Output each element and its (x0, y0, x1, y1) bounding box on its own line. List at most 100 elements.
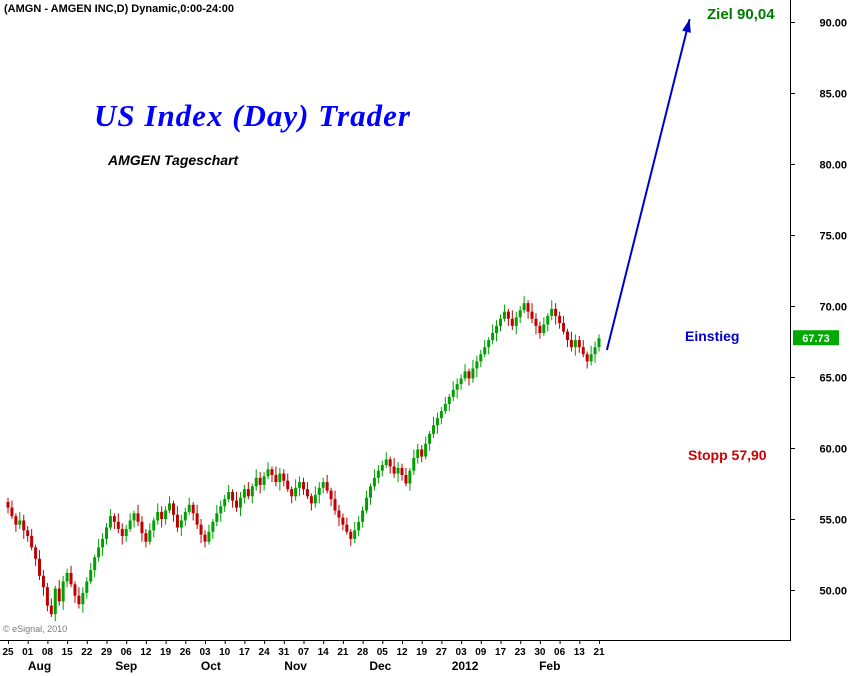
candle-body (396, 467, 400, 474)
candle-body (573, 340, 577, 348)
candle-body (459, 378, 463, 385)
candle-body (219, 506, 223, 514)
candle-body (89, 570, 93, 582)
candle-body (309, 496, 313, 504)
y-axis-label: 75.00 (819, 231, 847, 243)
x-axis-month-label: Dec (369, 659, 391, 673)
candle-body (49, 605, 53, 615)
candle-body (152, 520, 156, 531)
candle-body (211, 521, 215, 532)
candle-body (278, 473, 282, 483)
candle-body (455, 384, 459, 390)
candle-body (191, 504, 195, 514)
last-price-badge: 67.73 (793, 330, 839, 346)
candle-body (593, 347, 597, 355)
x-axis-date-label: 21 (593, 647, 605, 658)
candle-body (101, 538, 105, 548)
candle-body (569, 340, 573, 348)
entry-annotation: Einstieg (685, 328, 740, 344)
candle-body (376, 470, 380, 478)
candle-body (581, 347, 585, 355)
candle-body (506, 311, 510, 319)
candle-body (321, 482, 325, 488)
candle-body (302, 482, 305, 490)
candle-body (231, 492, 235, 501)
candle-body (112, 516, 116, 522)
x-axis-date-label: 21 (337, 647, 349, 658)
candle-body (227, 492, 231, 500)
x-axis-month-label: 2012 (452, 659, 479, 673)
x-axis-month-label: Nov (284, 659, 307, 673)
candle-body (435, 418, 439, 426)
candle-body (195, 513, 199, 525)
x-axis-date-label: 12 (140, 647, 152, 658)
x-axis-date-label: 26 (180, 647, 192, 658)
x-axis-date-label: 13 (574, 647, 586, 658)
candle-body (365, 497, 369, 511)
candle-body (392, 466, 396, 474)
candle-body (565, 331, 569, 341)
candle-body (183, 511, 187, 521)
candle-body (546, 315, 550, 325)
candle-body (242, 489, 246, 498)
candle-body (238, 497, 242, 508)
x-axis-date-label: 08 (42, 647, 54, 658)
candle-body (313, 494, 317, 504)
y-axis-label: 55.00 (819, 515, 847, 527)
candle-body (53, 588, 57, 615)
candle-body (388, 459, 392, 467)
trend-arrow-icon (605, 18, 691, 351)
candle-body (522, 303, 526, 311)
x-axis-date-label: 31 (278, 647, 290, 658)
candle-body (266, 469, 270, 477)
candle-body (270, 469, 274, 475)
candle-body (294, 487, 298, 497)
candle-body (325, 482, 329, 491)
candle-body (337, 510, 341, 518)
candle-body (483, 347, 487, 355)
candle-body (491, 332, 495, 341)
candle-body (416, 449, 420, 458)
x-axis-date-label: 30 (534, 647, 546, 658)
candle-body (45, 587, 49, 606)
candle-body (534, 318, 538, 326)
candle-body (203, 534, 207, 542)
candle-body (424, 443, 428, 457)
candle-body (467, 371, 471, 379)
candle-body (357, 521, 361, 531)
candle-body (510, 318, 514, 326)
x-axis-date-label: 19 (160, 647, 172, 658)
chart-subtitle: AMGEN Tageschart (108, 152, 239, 168)
candle-body (329, 490, 333, 500)
x-axis-date-label: 17 (239, 647, 251, 658)
candle-body (77, 595, 81, 605)
candle-body (341, 517, 345, 525)
candle-body (124, 528, 128, 537)
x-axis-date-label: 07 (298, 647, 310, 658)
candle-body (30, 536, 34, 548)
candle-body (179, 520, 183, 528)
candle-body (14, 516, 18, 525)
candle-body (120, 528, 124, 537)
candle-body (526, 303, 530, 312)
candle-body (368, 486, 372, 498)
candle-body (116, 521, 120, 529)
axes (0, 0, 791, 641)
candle-body (550, 308, 554, 316)
candle-body (22, 520, 26, 531)
candle-body (479, 354, 483, 362)
x-axis-date-label: 05 (377, 647, 389, 658)
candle-body (81, 592, 85, 605)
candle-body (451, 389, 455, 397)
candle-body (105, 527, 108, 539)
candle-body (148, 530, 152, 542)
candle-body (471, 368, 475, 379)
candle-body (499, 318, 502, 326)
x-axis-month-label: Sep (115, 659, 137, 673)
y-axis-label: 60.00 (819, 444, 847, 456)
x-axis-month-label: Oct (201, 659, 221, 673)
candle-body (164, 510, 168, 519)
candle-body (384, 459, 388, 466)
